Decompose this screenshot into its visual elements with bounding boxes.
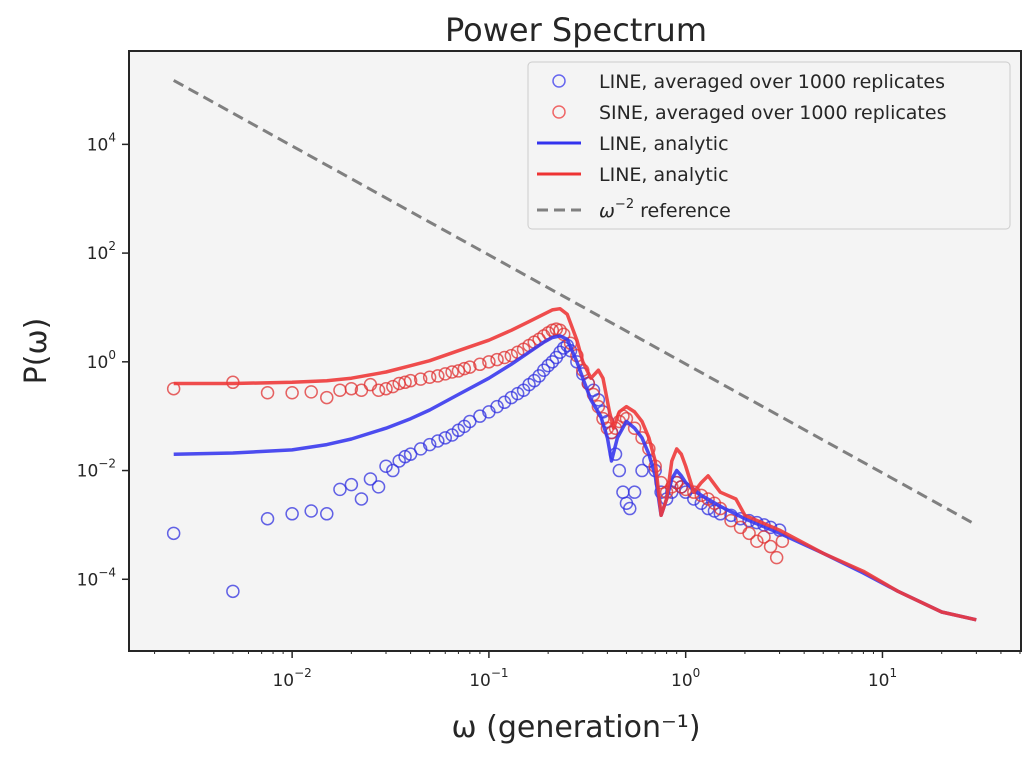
y-tick-label: 100 [87, 348, 116, 373]
data-point [763, 539, 778, 554]
legend-entry: LINE, averaged over 1000 replicates [552, 71, 945, 93]
legend-label: LINE, analytic [599, 164, 729, 186]
y-tick-label: 102 [87, 239, 116, 264]
data-point [379, 381, 393, 396]
data-point [627, 485, 642, 499]
legend-label: LINE, averaged over 1000 replicates [599, 71, 945, 93]
x-tick-label: 101 [868, 666, 897, 691]
data-point [371, 383, 386, 397]
legend-entry: LINE, analytic [537, 164, 729, 186]
data-point [422, 437, 437, 452]
data-point [285, 385, 299, 400]
x-axis-label: ω (generation⁻¹) [451, 710, 700, 745]
x-tick-label: 10−1 [469, 666, 508, 691]
data-point [490, 399, 504, 414]
axis-ticks: 10−2 10−1 100 101 10−4 10−2 100 102 104 [77, 130, 1021, 691]
legend-entry: ω−2 reference [537, 197, 731, 222]
data-point [623, 501, 637, 516]
data-point [304, 504, 318, 518]
data-point [724, 513, 738, 528]
data-point [556, 327, 571, 342]
data-point [344, 477, 359, 492]
data-point [504, 348, 519, 363]
data-point [612, 463, 627, 478]
data-point [363, 472, 378, 486]
data-point [757, 530, 771, 544]
data-point [627, 421, 642, 435]
data-point [398, 375, 412, 390]
data-point [438, 367, 452, 381]
data-point [431, 369, 445, 383]
data-point [354, 492, 369, 506]
data-point [379, 459, 393, 473]
x-tick-label: 10−2 [272, 666, 311, 691]
x-tick-label: 100 [671, 666, 700, 691]
data-point [527, 373, 542, 388]
series-layer [166, 79, 978, 622]
data-point [541, 358, 555, 373]
data-point [413, 372, 428, 386]
data-point [457, 361, 472, 376]
data-point [166, 526, 181, 541]
legend: LINE, averaged over 1000 replicates SINE,… [527, 61, 1011, 230]
legend-entry: SINE, averaged over 1000 replicates [552, 102, 946, 124]
data-point [473, 409, 487, 423]
data-point [431, 434, 445, 448]
legend-label: ω−2 reference [599, 197, 731, 222]
data-point [413, 442, 428, 456]
data-point [463, 360, 477, 374]
data-point [371, 480, 386, 494]
data-point [333, 482, 347, 497]
data-point [490, 352, 504, 367]
data-point [545, 355, 560, 369]
data-point [320, 390, 334, 405]
data-point [769, 550, 784, 565]
data-point [386, 379, 400, 394]
y-tick-label: 104 [87, 130, 116, 155]
y-tick-label: 10−4 [77, 565, 116, 590]
data-point [742, 526, 756, 541]
chart-title: Power Spectrum [445, 11, 707, 49]
data-point [260, 511, 275, 526]
data-point [497, 395, 512, 410]
data-point [482, 355, 496, 369]
data-point [553, 345, 567, 359]
data-point [285, 507, 299, 521]
data-point [445, 365, 459, 379]
analytic-line [173, 334, 977, 622]
legend-label: LINE, analytic [599, 133, 729, 155]
analytic-line [173, 306, 977, 622]
legend-entry: LINE, analytic [537, 133, 729, 155]
data-point [344, 381, 359, 396]
data-point [304, 385, 318, 399]
data-point [473, 357, 487, 372]
data-point [694, 488, 709, 503]
data-point [422, 370, 437, 385]
data-point [403, 373, 418, 388]
data-point [537, 363, 551, 377]
data-point [497, 350, 512, 365]
data-point [320, 507, 334, 521]
data-point [635, 463, 649, 478]
data-point [386, 463, 400, 478]
data-point [260, 385, 275, 400]
data-point [750, 534, 764, 549]
legend-box [527, 61, 1011, 230]
legend-marker [552, 74, 566, 88]
data-point [438, 431, 452, 445]
legend-marker [552, 105, 566, 119]
y-axis-label: P(ω) [19, 318, 54, 385]
legend-label: SINE, averaged over 1000 replicates [599, 102, 946, 124]
data-point [166, 381, 181, 396]
data-point [226, 584, 240, 599]
y-tick-label: 10−2 [77, 457, 116, 482]
